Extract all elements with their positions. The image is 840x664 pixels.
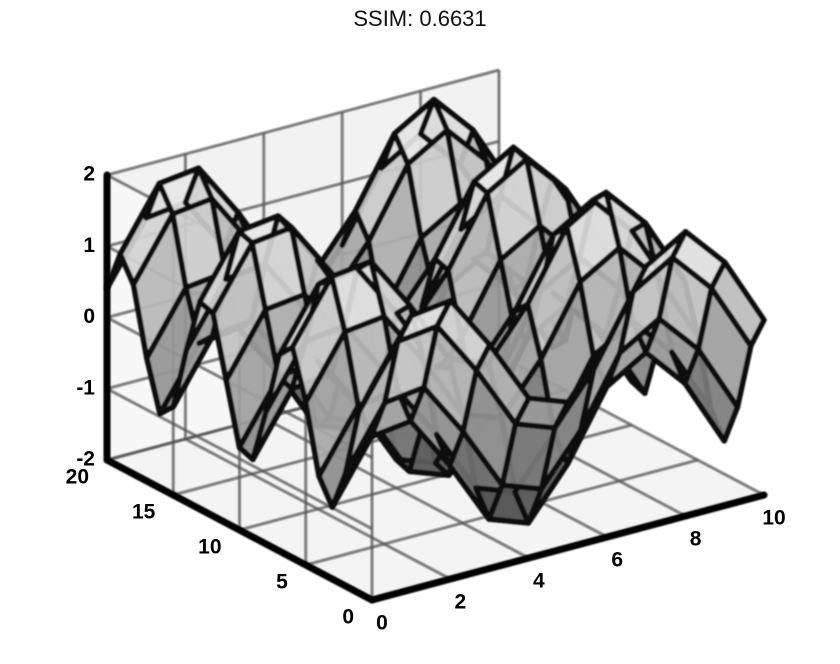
z-tick-label: -1 [76, 376, 95, 399]
z-tick-label: 1 [83, 234, 95, 257]
x-axis-line [368, 491, 768, 604]
z-tick-label: -2 [76, 448, 95, 471]
x-tick-label: 2 [455, 591, 467, 614]
side-grid-line [106, 387, 373, 531]
z-tick-label: 0 [83, 305, 95, 328]
axes-lines [103, 171, 768, 604]
surface-patch [708, 259, 767, 349]
x-tick-label: 10 [762, 507, 785, 530]
y-tick-label: 15 [132, 501, 156, 524]
x-tick-label: 6 [611, 549, 623, 572]
back-grid-line [106, 68, 500, 177]
y-tick-label: 0 [342, 606, 354, 629]
y-tick-label: 5 [276, 571, 288, 594]
y-tick-label: 20 [66, 466, 89, 489]
chart-title: SSIM: 0.6631 [353, 6, 487, 31]
x-tick-label: 8 [690, 528, 702, 551]
tick-labels: 0 2 4 6 8 10 0 5 10 15 20-2 -1 0 1 2 [66, 163, 786, 635]
y-tick-label: 10 [198, 536, 221, 559]
x-tick-label: 4 [533, 570, 545, 593]
surface-mesh [104, 96, 767, 526]
z-tick-label: 2 [83, 163, 95, 186]
y-axis-line [103, 456, 376, 604]
x-tick-label: 0 [376, 612, 388, 635]
